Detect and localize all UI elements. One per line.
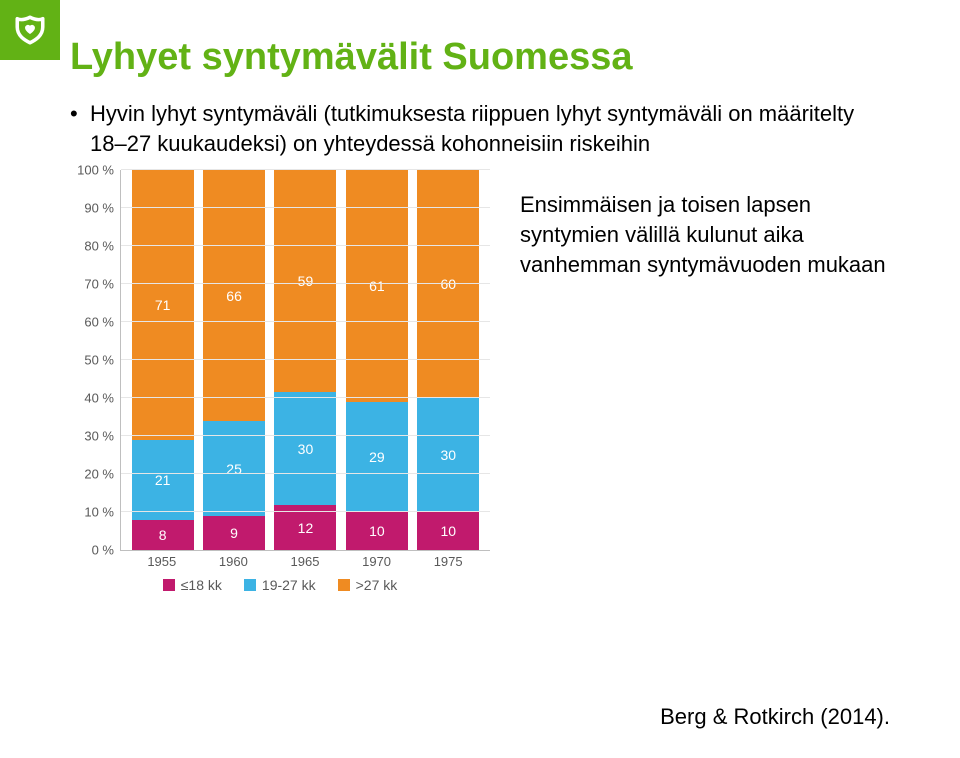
y-tick: 50 % — [84, 353, 114, 368]
legend-swatch — [163, 579, 175, 591]
bar-segment-le18: 10 — [346, 512, 408, 550]
y-tick: 100 % — [77, 163, 114, 178]
x-tick: 1975 — [417, 554, 479, 569]
legend-label: >27 kk — [356, 577, 398, 593]
bar: 612910 — [346, 170, 408, 550]
bar: 66259 — [203, 170, 265, 550]
y-tick: 10 % — [84, 505, 114, 520]
legend: ≤18 kk 19-27 kk >27 kk — [70, 577, 490, 593]
x-axis: 1955 1960 1965 1970 1975 — [120, 550, 490, 569]
bar-segment-gt27: 60 — [417, 170, 479, 398]
chart-caption: Ensimmäisen ja toisen lapsen syntymien v… — [520, 170, 890, 279]
content-row: 0 % 10 % 20 % 30 % 40 % 50 % 60 % 70 % 80 % 90 % 1… — [70, 170, 890, 593]
chart: 0 % 10 % 20 % 30 % 40 % 50 % 60 % 70 % 80 % 90 % 1… — [70, 170, 490, 593]
bar-segment-gt27: 61 — [346, 170, 408, 402]
gridline — [121, 245, 490, 246]
bar-segment-m1927: 29 — [346, 402, 408, 512]
page-title: Lyhyet syntymävälit Suomessa — [70, 36, 890, 79]
y-tick: 60 % — [84, 315, 114, 330]
gridline — [121, 511, 490, 512]
x-tick: 1955 — [131, 554, 193, 569]
gridline — [121, 207, 490, 208]
gridline — [121, 169, 490, 170]
y-tick: 80 % — [84, 239, 114, 254]
legend-swatch — [244, 579, 256, 591]
bar-segment-m1927: 30 — [417, 398, 479, 512]
x-tick: 1965 — [274, 554, 336, 569]
legend-label: ≤18 kk — [181, 577, 222, 593]
x-tick: 1960 — [202, 554, 264, 569]
slide: Lyhyet syntymävälit Suomessa Hyvin lyhyt… — [0, 0, 960, 758]
bar: 71218 — [132, 170, 194, 550]
gridline — [121, 473, 490, 474]
y-tick: 0 % — [92, 543, 114, 558]
bullet-text: Hyvin lyhyt syntymäväli (tutkimuksesta r… — [70, 99, 890, 158]
bar-segment-gt27: 71 — [132, 170, 194, 440]
legend-item: 19-27 kk — [244, 577, 316, 593]
gridline — [121, 321, 490, 322]
gridline — [121, 397, 490, 398]
bar-segment-le18: 10 — [417, 512, 479, 550]
chart-plot: 0 %10 %20 %30 %40 %50 %60 %70 %80 %90 %1… — [70, 170, 490, 550]
legend-label: 19-27 kk — [262, 577, 316, 593]
plot-area: 7121866259593012612910603010 — [120, 170, 490, 551]
gridline — [121, 283, 490, 284]
x-tick: 1970 — [346, 554, 408, 569]
y-tick: 20 % — [84, 467, 114, 482]
legend-item: >27 kk — [338, 577, 398, 593]
bars-container: 7121866259593012612910603010 — [121, 170, 490, 550]
legend-item: ≤18 kk — [163, 577, 222, 593]
reference: Berg & Rotkirch (2014). — [660, 704, 890, 730]
gridline — [121, 435, 490, 436]
y-tick: 90 % — [84, 201, 114, 216]
bar-segment-le18: 8 — [132, 520, 194, 550]
y-axis: 0 %10 %20 %30 %40 %50 %60 %70 %80 %90 %1… — [70, 170, 120, 550]
gridline — [121, 359, 490, 360]
y-tick: 30 % — [84, 429, 114, 444]
y-tick: 70 % — [84, 277, 114, 292]
bar-segment-le18: 9 — [203, 516, 265, 550]
bar: 603010 — [417, 170, 479, 550]
bar-segment-m1927: 21 — [132, 440, 194, 520]
legend-swatch — [338, 579, 350, 591]
bar: 593012 — [274, 170, 336, 550]
y-tick: 40 % — [84, 391, 114, 406]
bar-segment-m1927: 30 — [274, 392, 336, 505]
